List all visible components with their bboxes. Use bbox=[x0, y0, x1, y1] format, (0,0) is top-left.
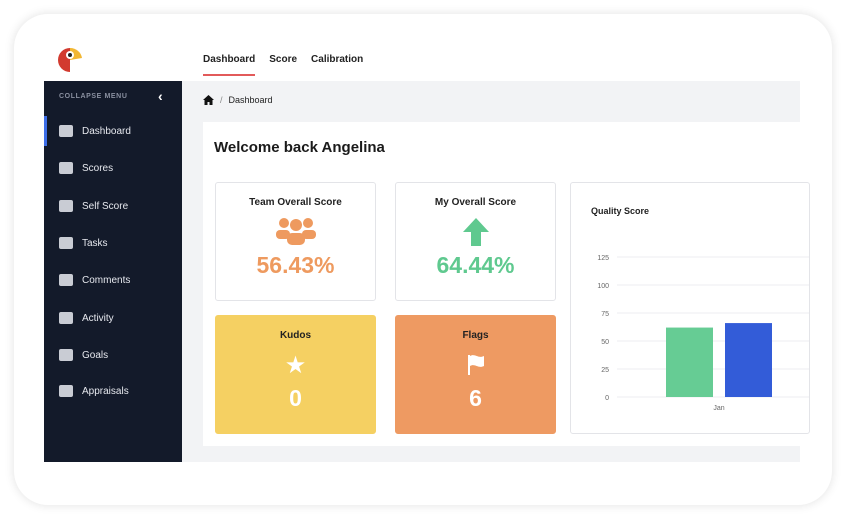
home-icon[interactable] bbox=[203, 95, 214, 105]
quality-score-chart: Quality Score 0 25 50 75 100 125 Jan bbox=[570, 182, 810, 434]
sidebar-item-tasks[interactable]: Tasks bbox=[44, 228, 182, 258]
activity-icon bbox=[59, 312, 73, 324]
kudos-value: 0 bbox=[289, 385, 302, 411]
breadcrumb: / Dashboard bbox=[203, 95, 273, 105]
sidebar-item-comments[interactable]: Comments bbox=[44, 265, 182, 295]
chevron-left-icon[interactable]: ‹ bbox=[158, 88, 163, 104]
bar bbox=[666, 327, 713, 397]
flags-card: Flags 6 bbox=[395, 315, 556, 434]
chart-plot: 0 25 50 75 100 125 Jan bbox=[597, 255, 809, 412]
y-tick-label: 50 bbox=[601, 339, 609, 346]
tab-dashboard[interactable]: Dashboard bbox=[203, 54, 256, 76]
tab-calibration[interactable]: Calibration bbox=[311, 54, 364, 65]
sidebar-item-label: Appraisals bbox=[82, 385, 129, 397]
sidebar-item-appraisals[interactable]: Appraisals bbox=[44, 376, 182, 406]
collapse-menu-label: COLLAPSE MENU bbox=[59, 93, 128, 100]
tab-score[interactable]: Score bbox=[269, 54, 298, 65]
goals-icon bbox=[59, 349, 73, 361]
sidebar-item-label: Self Score bbox=[82, 200, 129, 212]
star-icon: ★ bbox=[284, 351, 307, 379]
sidebar-item-scores[interactable]: Scores bbox=[44, 153, 182, 183]
y-tick-label: 75 bbox=[601, 311, 609, 318]
arrow-up-icon bbox=[396, 212, 555, 252]
breadcrumb-current: Dashboard bbox=[228, 95, 273, 105]
y-tick-label: 125 bbox=[597, 255, 609, 262]
card-title: Flags bbox=[462, 330, 489, 341]
y-tick-label: 100 bbox=[597, 283, 609, 290]
sidebar-item-label: Tasks bbox=[82, 237, 108, 249]
team-score-card: Team Overall Score 56.43% bbox=[215, 182, 376, 301]
flags-value: 6 bbox=[469, 385, 482, 411]
team-score-value: 56.43% bbox=[256, 252, 335, 278]
dashboard-panel: Welcome back Angelina Team Overall Score… bbox=[203, 122, 810, 446]
sidebar-item-label: Activity bbox=[82, 312, 114, 324]
y-tick-label: 25 bbox=[601, 367, 609, 374]
sidebar-item-dashboard[interactable]: Dashboard bbox=[44, 116, 182, 146]
bar bbox=[725, 323, 772, 397]
card-title: Team Overall Score bbox=[249, 197, 342, 208]
appraisals-icon bbox=[59, 385, 73, 397]
team-icon bbox=[216, 212, 375, 252]
dashboard-icon bbox=[59, 125, 73, 137]
chart-title: Quality Score bbox=[591, 206, 650, 216]
flag-icon bbox=[396, 345, 555, 385]
my-score-card: My Overall Score 64.44% bbox=[395, 182, 556, 301]
sidebar-item-label: Goals bbox=[82, 349, 109, 361]
sidebar-item-goals[interactable]: Goals bbox=[44, 340, 182, 370]
sidebar-item-label: Dashboard bbox=[82, 125, 131, 137]
sidebar-item-self-score[interactable]: Self Score bbox=[44, 191, 182, 221]
sidebar-item-label: Scores bbox=[82, 162, 114, 174]
self-score-icon bbox=[59, 200, 73, 212]
scores-icon bbox=[59, 162, 73, 174]
main-content: / Dashboard Welcome back Angelina Team O… bbox=[182, 81, 810, 462]
x-tick-label: Jan bbox=[713, 405, 724, 412]
sidebar-item-label: Comments bbox=[82, 274, 131, 286]
breadcrumb-sep: / bbox=[220, 95, 223, 105]
top-nav: Dashboard Score Calibration bbox=[203, 54, 363, 76]
card-title: Kudos bbox=[279, 330, 312, 341]
sidebar-item-activity[interactable]: Activity bbox=[44, 303, 182, 333]
page-title: Welcome back Angelina bbox=[214, 139, 385, 156]
kudos-card: Kudos ★ 0 bbox=[215, 315, 376, 434]
my-score-value: 64.44% bbox=[436, 252, 515, 278]
parrot-logo bbox=[58, 47, 82, 72]
y-tick-label: 0 bbox=[605, 395, 609, 402]
sidebar: COLLAPSE MENU ‹ Dashboard Scores Self Scor… bbox=[44, 81, 182, 462]
card-title: My Overall Score bbox=[434, 197, 517, 208]
comments-icon bbox=[59, 274, 73, 286]
tasks-icon bbox=[59, 237, 73, 249]
